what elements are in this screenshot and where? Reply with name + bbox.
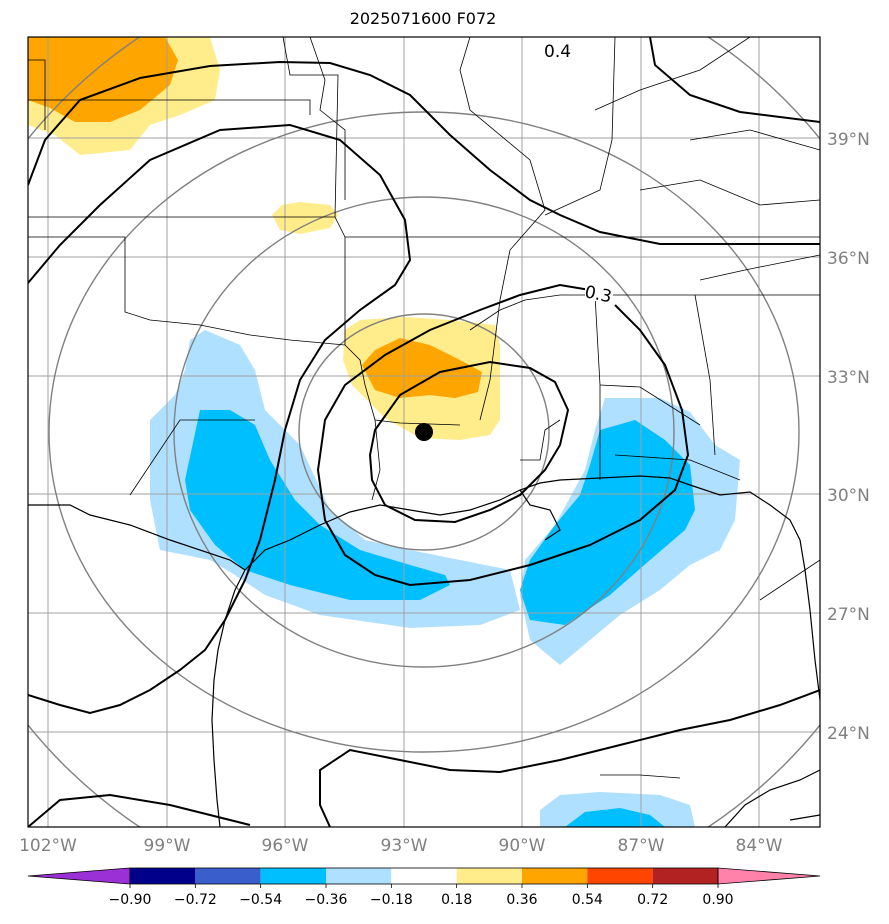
colorbar-segment — [456, 868, 522, 884]
colorbar-segment — [587, 868, 653, 884]
lat-label: 39°N — [827, 130, 870, 150]
contour-label-0.4: 0.4 — [544, 42, 571, 62]
lat-label: 30°N — [827, 486, 870, 506]
colorbar-tick-label: 0.18 — [441, 892, 472, 908]
coastlines — [28, 475, 820, 827]
contour-inner-west — [28, 123, 412, 715]
colorbar-segment — [130, 868, 196, 884]
colorbar-segment — [522, 868, 588, 884]
colorbar-tick-label: 0.36 — [506, 892, 537, 908]
contour-south — [28, 793, 251, 827]
map-title: 2025071600 F072 — [349, 9, 497, 28]
contour-south-east — [319, 689, 820, 827]
map-frame — [27, 36, 821, 828]
colorbar-segment — [195, 868, 261, 884]
lat-label: 27°N — [827, 605, 870, 625]
lat-label: 36°N — [827, 249, 870, 269]
colorbar-tick-label: 0.90 — [702, 892, 733, 908]
colorbar-tick-label: −0.54 — [239, 892, 282, 908]
contour-north — [649, 37, 820, 123]
colorbar-tick-label: −0.72 — [174, 892, 217, 908]
positive-shading-central-strong — [362, 338, 482, 398]
gridlines — [28, 37, 820, 827]
longitude-labels: 102°W 99°W 96°W 93°W 90°W 87°W 84°W — [19, 836, 783, 856]
colorbar-tick-label: −0.90 — [109, 892, 152, 908]
latitude-labels: 39°N 36°N 33°N 30°N 27°N 24°N — [827, 130, 870, 744]
storm-center-marker — [415, 423, 433, 441]
lat-label: 33°N — [827, 368, 870, 388]
colorbar-tick-label: −0.18 — [370, 892, 413, 908]
colorbar-tick-label: −0.36 — [305, 892, 348, 908]
colorbar-ticks: −0.90 −0.72 −0.54 −0.36 −0.18 0.18 0.36 0.54 0.7… — [109, 884, 734, 908]
positive-shading-strong — [28, 37, 178, 122]
colorbar-segment — [391, 868, 457, 884]
colorbar-segment — [326, 868, 392, 884]
shaded-field — [28, 37, 740, 827]
lon-label: 93°W — [381, 836, 428, 856]
negative-shading-south-strong — [565, 808, 665, 827]
lon-label: 84°W — [736, 836, 783, 856]
lon-label: 99°W — [144, 836, 191, 856]
negative-shading-west — [185, 410, 450, 600]
negative-shading-east — [520, 420, 695, 625]
colorbar-tick-label: 0.72 — [637, 892, 668, 908]
colorbar-extension-min — [27, 867, 131, 885]
contour-03 — [316, 283, 690, 587]
lat-label: 24°N — [827, 724, 870, 744]
colorbar-tick-label: 0.54 — [572, 892, 603, 908]
contours — [28, 37, 820, 827]
lon-label: 90°W — [499, 836, 546, 856]
positive-shading-small — [272, 202, 338, 234]
colorbar-extension-max — [717, 867, 821, 885]
colorbar-segment — [260, 868, 326, 884]
contour-inner-center — [368, 360, 570, 524]
lon-label: 96°W — [262, 836, 309, 856]
lon-label: 102°W — [19, 836, 77, 856]
contour-outer — [28, 60, 820, 245]
contour-label-background — [585, 285, 613, 301]
colorbar — [27, 867, 821, 885]
colorbar-outline — [129, 867, 719, 885]
colorbar-segment — [652, 868, 718, 884]
contour-label-0.3: 0.3 — [583, 282, 614, 307]
lon-label: 87°W — [618, 836, 665, 856]
